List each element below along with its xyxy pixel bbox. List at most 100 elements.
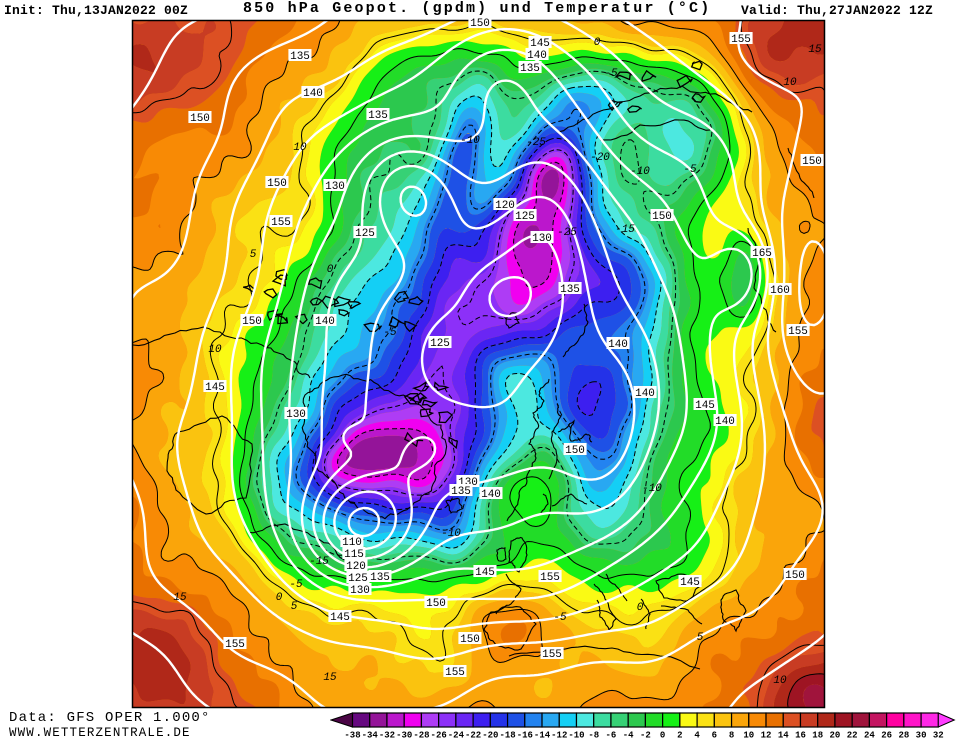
svg-text:-6: -6 [606, 731, 617, 741]
svg-text:140: 140 [303, 88, 323, 100]
svg-text:130: 130 [325, 181, 345, 193]
svg-text:150: 150 [652, 211, 672, 223]
svg-text:155: 155 [445, 667, 465, 679]
svg-text:150: 150 [460, 634, 480, 646]
svg-text:125: 125 [430, 338, 450, 350]
svg-text:150: 150 [190, 113, 210, 125]
svg-text:15: 15 [808, 44, 822, 56]
svg-text:15: 15 [323, 672, 337, 684]
svg-text:115: 115 [344, 549, 364, 561]
svg-text:5: 5 [291, 601, 298, 613]
svg-text:135: 135 [368, 110, 388, 122]
svg-text:-10: -10 [568, 731, 584, 741]
svg-text:150: 150 [426, 598, 446, 610]
svg-text:28: 28 [898, 731, 909, 741]
svg-text:-2: -2 [640, 731, 651, 741]
svg-text:0: 0 [594, 37, 601, 49]
svg-text:140: 140 [481, 489, 501, 501]
svg-text:145: 145 [475, 567, 495, 579]
svg-text:165: 165 [752, 248, 772, 260]
svg-text:-14: -14 [534, 731, 551, 741]
svg-text:2: 2 [677, 731, 682, 741]
svg-text:110: 110 [342, 537, 362, 549]
svg-text:150: 150 [242, 316, 262, 328]
svg-text:125: 125 [515, 211, 535, 223]
svg-text:155: 155 [271, 217, 291, 229]
svg-text:26: 26 [881, 731, 892, 741]
svg-text:140: 140 [715, 416, 735, 428]
svg-text:-10: -10 [630, 166, 650, 178]
svg-text:-15: -15 [615, 224, 635, 236]
svg-text:-12: -12 [551, 731, 567, 741]
svg-text:150: 150 [802, 156, 822, 168]
svg-text:-26: -26 [431, 731, 447, 741]
svg-text:-5: -5 [604, 68, 618, 80]
svg-text:0: 0 [276, 592, 283, 604]
svg-text:-4: -4 [623, 731, 634, 741]
svg-text:120: 120 [346, 561, 366, 573]
svg-text:135: 135 [290, 51, 310, 63]
svg-text:150: 150 [785, 570, 805, 582]
svg-text:20: 20 [830, 731, 841, 741]
svg-text:-22: -22 [465, 731, 481, 741]
svg-text:-20: -20 [590, 152, 610, 164]
svg-text:-25: -25 [526, 137, 546, 149]
svg-text:10: 10 [293, 142, 307, 154]
svg-text:155: 155 [225, 639, 245, 651]
svg-text:150: 150 [267, 178, 287, 190]
svg-text:145: 145 [680, 577, 700, 589]
svg-text:125: 125 [355, 228, 375, 240]
svg-text:-34: -34 [362, 731, 379, 741]
svg-text:-5: -5 [683, 164, 697, 176]
svg-text:130: 130 [350, 585, 370, 597]
svg-text:-5: -5 [383, 327, 397, 339]
svg-text:-8: -8 [588, 731, 599, 741]
svg-text:135: 135 [370, 572, 390, 584]
svg-text:155: 155 [731, 34, 751, 46]
svg-text:10: 10 [773, 675, 787, 687]
svg-text:24: 24 [864, 731, 875, 741]
svg-text:140: 140 [527, 50, 547, 62]
svg-text:125: 125 [348, 573, 368, 585]
svg-text:150: 150 [565, 445, 585, 457]
svg-text:145: 145 [530, 38, 550, 50]
svg-text:135: 135 [560, 284, 580, 296]
svg-text:145: 145 [695, 400, 715, 412]
svg-text:-20: -20 [482, 731, 498, 741]
svg-text:145: 145 [330, 612, 350, 624]
svg-text:-28: -28 [413, 731, 429, 741]
svg-text:155: 155 [788, 326, 808, 338]
svg-text:32: 32 [933, 731, 944, 741]
svg-text:140: 140 [608, 339, 628, 351]
svg-text:-38: -38 [344, 731, 360, 741]
svg-text:130: 130 [532, 233, 552, 245]
svg-text:6: 6 [712, 731, 717, 741]
svg-text:-18: -18 [499, 731, 515, 741]
svg-text:12: 12 [761, 731, 772, 741]
svg-text:140: 140 [315, 316, 335, 328]
svg-text:10: 10 [743, 731, 754, 741]
svg-text:16: 16 [795, 731, 806, 741]
svg-text:0: 0 [637, 602, 644, 614]
svg-text:-24: -24 [448, 731, 465, 741]
svg-text:150: 150 [470, 18, 490, 30]
svg-text:140: 140 [635, 388, 655, 400]
svg-text:14: 14 [778, 731, 789, 741]
svg-text:8: 8 [729, 731, 734, 741]
svg-text:-10: -10 [642, 483, 662, 495]
svg-text:10: 10 [783, 77, 797, 89]
svg-text:-32: -32 [379, 731, 395, 741]
svg-text:-5: -5 [289, 579, 303, 591]
svg-text:-16: -16 [517, 731, 533, 741]
svg-text:120: 120 [495, 200, 515, 212]
svg-text:155: 155 [542, 649, 562, 661]
svg-text:18: 18 [812, 731, 823, 741]
svg-text:-10: -10 [441, 528, 461, 540]
svg-text:135: 135 [451, 486, 471, 498]
svg-text:160: 160 [770, 285, 790, 297]
svg-text:15: 15 [173, 592, 187, 604]
svg-text:-5: -5 [553, 612, 567, 624]
svg-text:0: 0 [660, 731, 665, 741]
svg-text:145: 145 [205, 382, 225, 394]
svg-text:5: 5 [697, 632, 704, 644]
